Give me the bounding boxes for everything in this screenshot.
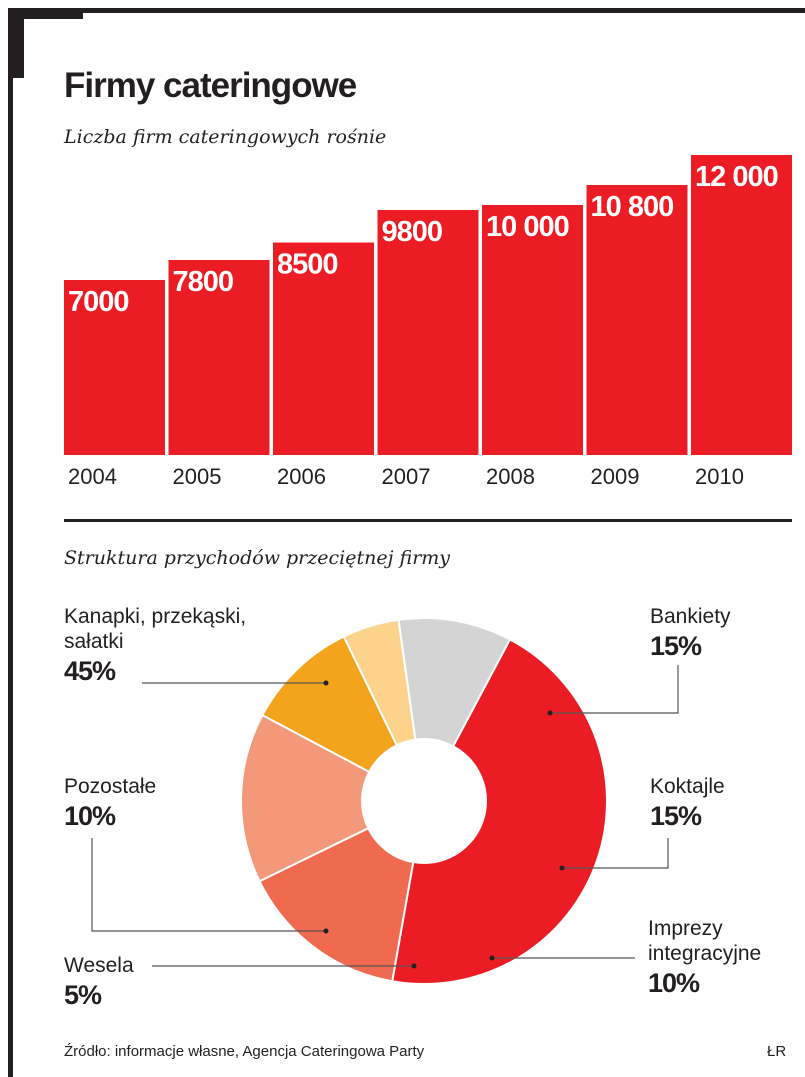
leader-dot-0 (323, 680, 329, 686)
leader-dot-4 (411, 963, 417, 969)
bar-2004 (64, 280, 165, 455)
bar-value-label: 7800 (173, 266, 234, 298)
slice-name: Imprezy integracyjne (648, 917, 762, 965)
bar-value-label: 10 800 (591, 191, 674, 223)
bar-2007 (377, 210, 479, 455)
slice-name: Wesela (64, 954, 134, 977)
source-note: Źródło: informacje własne, Agencja Cater… (64, 1043, 425, 1060)
slice-label-wesela: Wesela 5% (64, 953, 134, 1012)
frame-corner (8, 8, 24, 78)
x-tick-label: 2009 (591, 464, 640, 489)
x-tick-label: 2010 (695, 464, 744, 489)
x-tick-label: 2008 (486, 464, 535, 489)
bar-value-label: 12 000 (695, 161, 778, 193)
bar-2010 (691, 155, 792, 455)
bar-2006 (273, 242, 374, 455)
bar-value-label: 8500 (277, 249, 338, 281)
bar-value-label: 7000 (68, 286, 129, 318)
slice-0 (391, 638, 608, 985)
leader-line-2 (562, 838, 669, 869)
x-tick-label: 2004 (68, 464, 117, 489)
slice-2 (240, 713, 371, 883)
leader-dot-1 (547, 710, 553, 716)
author-credit: ŁR (767, 1043, 787, 1060)
slice-pct: 45% (64, 656, 116, 686)
slice-pct: 15% (650, 631, 702, 661)
slice-1 (258, 826, 415, 983)
slice-pct: 15% (650, 801, 702, 831)
slice-3 (261, 635, 399, 774)
slice-label-koktajle: Koktajle 15% (650, 774, 725, 833)
bar-2005 (168, 260, 270, 455)
x-tick-label: 2005 (173, 464, 222, 489)
slice-pct: 10% (648, 968, 700, 998)
slice-name: Kanapki, przekąski, sałatki (64, 605, 247, 653)
frame-tab (8, 8, 83, 19)
slice-name: Koktajle (650, 775, 725, 798)
slice-pct: 10% (64, 801, 116, 831)
frame-top-rule (8, 8, 805, 13)
slice-pct: 5% (64, 980, 102, 1010)
bar-2009 (586, 185, 688, 455)
slice-label-kanapki: Kanapki, przekąski, sałatki 45% (64, 604, 264, 688)
section-divider (64, 519, 792, 522)
x-tick-label: 2006 (277, 464, 326, 489)
pie-chart-subtitle: Struktura przychodów przeciętnej firmy (64, 547, 451, 569)
bar-value-label: 10 000 (486, 211, 569, 243)
leader-dot-5 (323, 928, 329, 934)
slice-name: Pozostałe (64, 775, 157, 798)
leader-dot-3 (489, 955, 495, 961)
bar-value-label: 9800 (382, 216, 443, 248)
slice-label-bankiety: Bankiety 15% (650, 604, 731, 663)
slice-name: Bankiety (650, 605, 731, 628)
bar-chart: 7000 2004 7800 2005 8500 2006 9800 2007 10 000 20… (64, 155, 792, 489)
page-title: Firmy cateringowe (64, 66, 357, 105)
frame-left-rule (8, 8, 13, 1077)
bar-2008 (482, 205, 583, 455)
x-tick-label: 2007 (382, 464, 431, 489)
bar-chart-subtitle: Liczba firm cateringowych rośnie (64, 126, 387, 148)
leader-line-5 (91, 838, 326, 932)
leader-dot-2 (559, 865, 565, 871)
slice-label-pozostale: Pozostałe 10% (64, 774, 156, 833)
slice-label-imprezy: Imprezy integracyjne 10% (648, 916, 798, 1000)
leader-line-1 (550, 665, 679, 714)
slice-5 (397, 617, 512, 748)
